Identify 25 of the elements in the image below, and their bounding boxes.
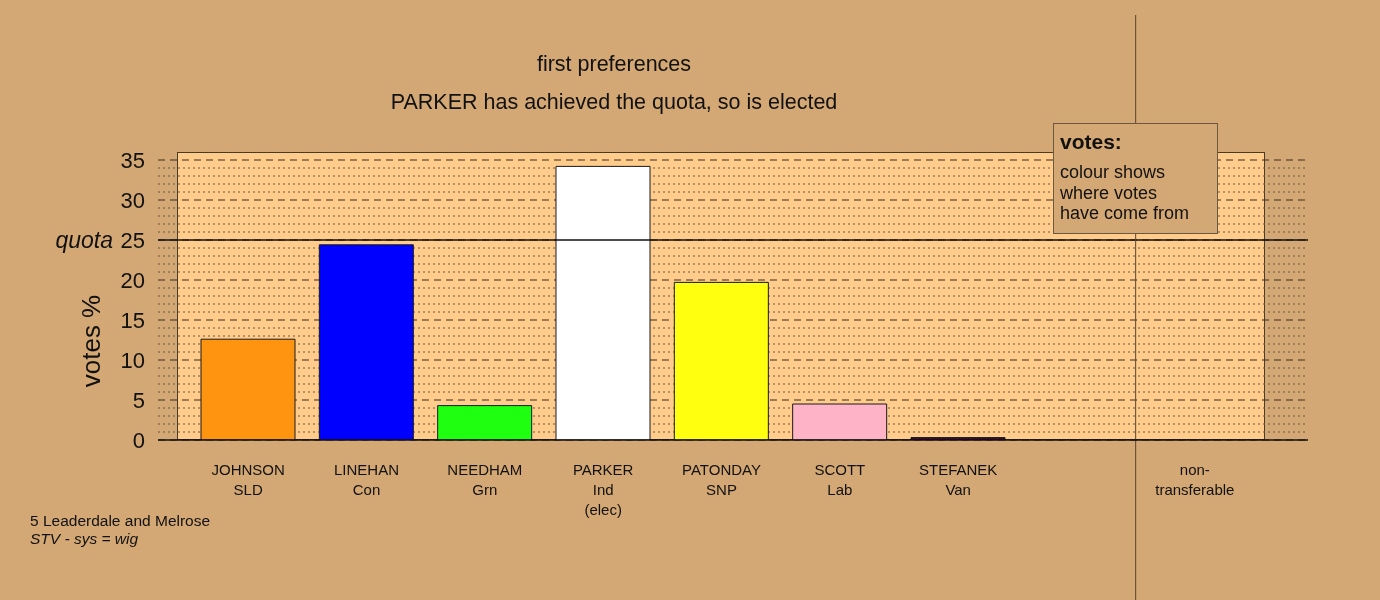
text: 5 Leaderdale and Melrose — [30, 512, 211, 530]
x-tick-label: STEFANEK Van — [918, 461, 998, 498]
y-tick-label: 35 — [120, 147, 145, 173]
ref-line-label: quota — [55, 227, 113, 254]
text: STV - sys = wig — [30, 530, 140, 548]
x-tick-label: non- transferable — [1155, 461, 1235, 498]
note-box: votes: colour shows where votes have come from — [1053, 123, 1218, 234]
y-tick-label: 0 — [132, 427, 145, 453]
y-tick-label: 10 — [120, 347, 145, 373]
annotation: colour shows where votes have come from — [1060, 162, 1191, 224]
x-tick-label: JOHNSON SLD — [211, 461, 285, 498]
y-tick-label: 5 — [132, 387, 145, 413]
x-tick-label: PATONDAY SNP — [682, 461, 761, 498]
annotation: votes: — [1060, 130, 1123, 154]
y-axis-title: votes % — [76, 294, 106, 388]
y-tick-label: 15 — [120, 307, 145, 333]
y-tick-label: 30 — [120, 187, 145, 213]
x-tick-label: SCOTT Lab — [814, 461, 866, 498]
chart-title: first preferences — [535, 51, 693, 77]
x-tick-label: PARKER Ind (elec) — [572, 461, 634, 518]
x-tick-label: LINEHAN Con — [333, 461, 400, 498]
x-tick-label: NEEDHAM Grn — [447, 461, 523, 498]
chart-subtitle: PARKER has achieved the quota, so is elected — [389, 89, 839, 115]
y-tick-label: 25 — [120, 227, 145, 253]
y-tick-label: 20 — [120, 267, 145, 293]
